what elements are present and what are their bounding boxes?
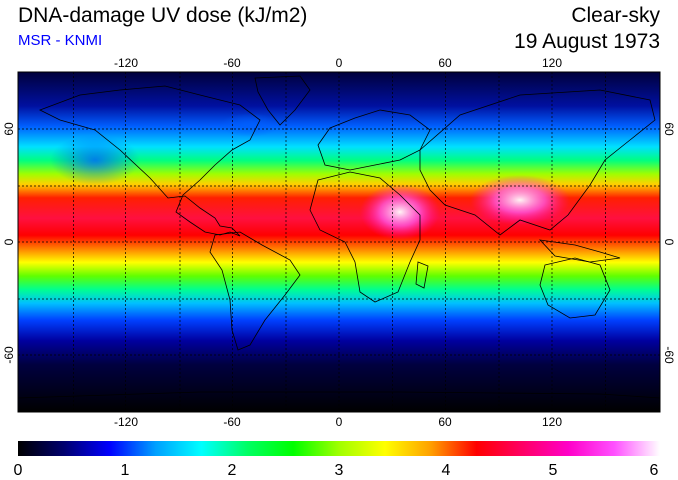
map-frame bbox=[17, 71, 661, 413]
lon-tick-top-3: 0 bbox=[336, 56, 343, 70]
lon-tick-bottom-1: -120 bbox=[114, 415, 138, 429]
lon-tick-bottom-2: -60 bbox=[223, 415, 241, 429]
lon-ticks: -120 -60 0 60 120 -120 -60 0 60 120 bbox=[114, 56, 562, 429]
coastlines bbox=[18, 75, 660, 399]
lat-tick-left-1: 60 bbox=[2, 122, 16, 136]
lat-tick-right-3: -60 bbox=[662, 346, 676, 364]
graticule bbox=[18, 72, 660, 412]
colorbar-label-3: 3 bbox=[335, 462, 344, 479]
date-label: 19 August 1973 bbox=[514, 30, 660, 53]
lon-tick-bottom-3: 0 bbox=[336, 415, 343, 429]
madagascar-coast bbox=[415, 261, 429, 289]
colorbar bbox=[18, 441, 660, 456]
page-title: DNA-damage UV dose (kJ/m2) bbox=[18, 4, 308, 27]
colorbar-label-6: 6 bbox=[650, 462, 659, 479]
europe-coast bbox=[317, 109, 431, 171]
lon-tick-top-2: -60 bbox=[223, 56, 241, 70]
lon-tick-top-1: -120 bbox=[114, 56, 138, 70]
antarctica-coast bbox=[18, 391, 660, 399]
lat-tick-left-2: 0 bbox=[2, 238, 16, 245]
subtitle-source: MSR - KNMI bbox=[18, 32, 103, 49]
lon-tick-top-4: 60 bbox=[438, 56, 452, 70]
colorbar-label-1: 1 bbox=[121, 462, 130, 479]
colorbar-label-0: 0 bbox=[14, 462, 23, 479]
australia-coast bbox=[539, 257, 611, 319]
indonesia-coast bbox=[538, 239, 621, 263]
colorbar-label-2: 2 bbox=[228, 462, 237, 479]
north-america-coast bbox=[39, 85, 261, 237]
lon-tick-bottom-4: 60 bbox=[438, 415, 452, 429]
colorbar-label-5: 5 bbox=[549, 462, 558, 479]
lat-ticks: 60 0 -60 60 0 -60 bbox=[2, 122, 676, 364]
asia-coast bbox=[419, 89, 656, 236]
lon-tick-bottom-5: 120 bbox=[542, 415, 562, 429]
lat-tick-left-3: -60 bbox=[2, 346, 16, 364]
colorbar-label-4: 4 bbox=[442, 462, 451, 479]
south-america-coast bbox=[209, 231, 301, 351]
lon-tick-top-5: 120 bbox=[542, 56, 562, 70]
africa-coast bbox=[309, 171, 421, 303]
greenland-coast bbox=[254, 75, 311, 126]
colorbar-labels: 0 1 2 3 4 5 6 bbox=[14, 462, 659, 479]
lat-tick-right-2: 0 bbox=[662, 239, 676, 246]
sky-condition-label: Clear-sky bbox=[571, 4, 660, 27]
lat-tick-right-1: 60 bbox=[662, 122, 676, 136]
